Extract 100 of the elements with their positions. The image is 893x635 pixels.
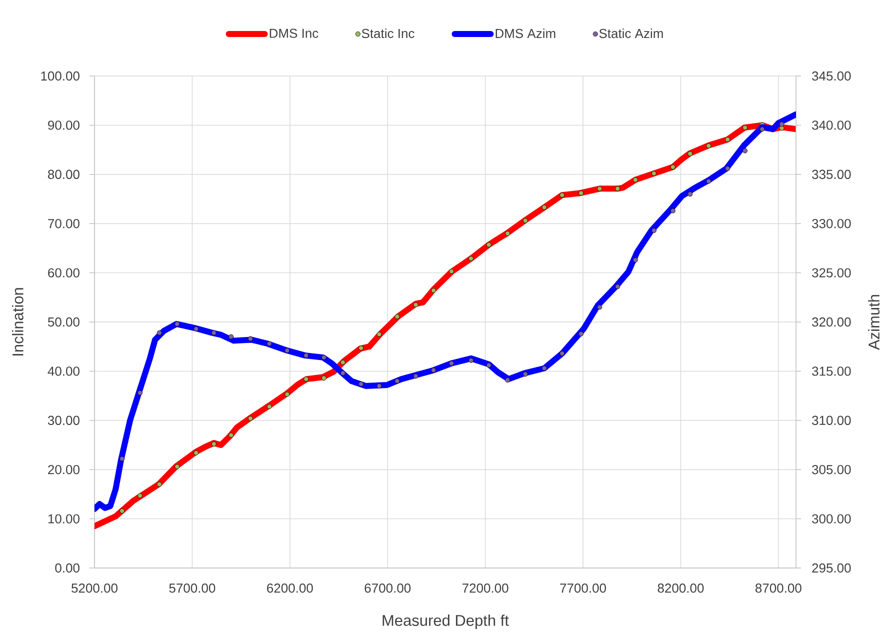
x-axis-title: Measured Depth ft [382,614,509,630]
y2-tick-label: 345.00 [812,71,851,81]
point [156,330,162,336]
x-tick-label: 5200.00 [72,584,118,593]
point [632,177,638,182]
point [725,136,730,142]
point [725,166,730,171]
point [413,302,418,308]
point [486,362,492,368]
point [597,304,602,310]
point [321,376,326,381]
point [542,204,547,210]
point [284,348,290,354]
point [670,164,676,170]
point [194,326,199,332]
y-tick-label: 90.00 [48,120,80,130]
point [120,508,125,514]
point [505,230,510,236]
point [688,151,693,156]
point [486,242,492,248]
y-tick-label: 70.00 [48,218,80,228]
point [358,346,364,351]
y-axis-title: Inclination [12,288,24,356]
x-tick-label: 6200.00 [267,584,313,593]
point [560,192,565,198]
point [120,456,125,462]
point [394,378,400,384]
y-tick-label: 50.00 [48,317,80,327]
point [779,122,784,127]
y2-tick-label: 335.00 [812,170,851,179]
y2-tick-label: 315.00 [812,366,851,376]
point [266,404,272,410]
point [468,358,474,363]
y-tick-label: 30.00 [48,416,80,425]
point [284,392,290,397]
legend-label: Static Azim [599,28,663,38]
point [578,190,584,196]
point [706,143,712,148]
point [651,170,656,176]
point [340,370,346,376]
point [228,334,234,340]
y2-axis-title: Azimuth [868,295,880,350]
point [174,464,180,470]
y2-tick-label: 305.00 [812,464,851,474]
point [505,378,510,383]
y-tick-label: 100.00 [41,71,80,81]
x-tick-label: 8700.00 [755,584,802,593]
point [248,416,253,421]
point [321,354,326,360]
point [522,218,528,224]
point [522,372,528,377]
y-tick-label: 10.00 [48,514,80,524]
legend-label: DMS Azim [496,28,556,38]
y2-tick-label: 340.00 [812,120,851,130]
point [394,314,400,320]
point [194,450,199,456]
y2-tick-label: 325.00 [812,268,851,278]
y-tick-label: 80.00 [48,170,80,179]
x-tick-label: 7700.00 [560,584,606,593]
point [542,366,547,371]
point [779,126,784,131]
point [228,432,234,438]
y2-tick-label: 310.00 [812,416,851,425]
y2-tick-label: 295.00 [812,563,851,573]
point [578,331,584,336]
point [449,360,454,366]
point [615,186,620,192]
point [431,288,436,294]
point [651,228,656,233]
point [742,125,748,130]
y-tick-label: 40.00 [48,366,80,376]
point [706,178,712,184]
y-tick-label: 20.00 [48,464,80,474]
point [560,350,565,356]
point [304,376,309,382]
y2-tick-label: 330.00 [812,218,851,228]
point [615,284,620,290]
y-tick-label: 0.00 [55,563,80,573]
point [597,186,602,192]
x-tick-label: 6700.00 [364,584,411,593]
point [413,374,418,379]
y2-tick-label: 300.00 [812,514,851,524]
point [174,321,180,326]
point [431,368,436,373]
point [670,208,676,214]
legend-label: DMS Inc [270,28,318,38]
x-tick-label: 7200.00 [462,584,508,593]
point [632,258,638,263]
point [156,482,162,487]
point [248,336,253,342]
point [468,256,474,262]
point [358,381,364,386]
x-tick-label: 5700.00 [169,584,216,593]
point [138,493,143,498]
point [449,268,454,274]
point [266,341,272,346]
point [138,390,143,396]
point [760,126,765,132]
point [376,383,382,388]
point [742,148,748,154]
